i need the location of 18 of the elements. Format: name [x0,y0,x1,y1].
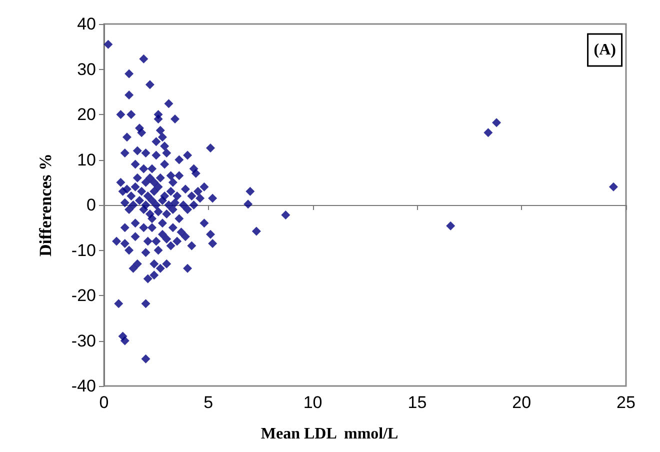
x-tick-label: 10 [303,393,322,412]
y-tick-label: 20 [77,105,96,124]
x-axis-title: Mean LDL mmol/L [260,426,398,442]
x-tick-label: 25 [616,393,636,412]
y-tick-label: -40 [71,376,96,396]
y-tick-label: 30 [77,60,96,79]
y-tick-label: -20 [71,286,96,305]
y-tick-label: -10 [71,240,96,260]
annotation: (A) [594,42,616,58]
x-tick-label: 15 [408,393,427,412]
y-tick-label: 0 [86,196,96,214]
y-axis-title: Differences % [36,153,55,257]
x-tick-label: 20 [512,393,532,412]
y-tick-label: -30 [71,331,96,350]
y-tick-label: 10 [77,150,96,170]
y-tick-label: 40 [77,14,96,34]
x-tick-label: 5 [204,393,214,412]
x-tick-label: 0 [99,393,109,412]
